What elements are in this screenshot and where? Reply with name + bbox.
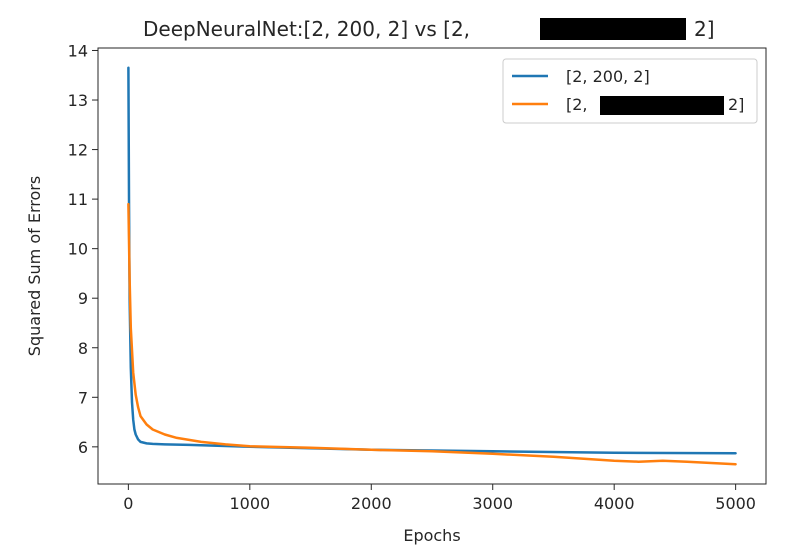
title-redaction-box: [540, 18, 686, 40]
y-tick-label: 6: [78, 438, 88, 457]
x-tick-label: 3000: [472, 494, 513, 513]
legend-label-series-1: [2, 200, 2]: [566, 67, 650, 86]
legend: [2, 200, 2] [2, 2]: [502, 58, 758, 124]
x-tick-label: 5000: [715, 494, 756, 513]
series-line-1: [127, 66, 737, 455]
chart-title-prefix: DeepNeuralNet:[2, 200, 2] vs [2,: [143, 17, 470, 41]
series-line-2: [127, 202, 737, 466]
y-axis: 6 7 8 9 10 11 12 13 14: [68, 41, 98, 457]
legend-redaction-box: [600, 96, 724, 115]
y-tick-label: 9: [78, 289, 88, 308]
chart-title-suffix: 2]: [694, 17, 715, 41]
y-axis-label: Squared Sum of Errors: [25, 176, 44, 356]
x-tick-label: 2000: [351, 494, 392, 513]
y-tick-label: 12: [68, 141, 88, 160]
x-axis-label: Epochs: [403, 526, 460, 545]
plot-frame: [97, 47, 767, 485]
y-tick-label: 13: [68, 91, 88, 110]
y-tick-label: 7: [78, 388, 88, 407]
series-layer: [127, 66, 737, 466]
x-tick-label: 4000: [594, 494, 635, 513]
y-tick-label: 11: [68, 190, 88, 209]
y-tick-label: 8: [78, 339, 88, 358]
x-tick-label: 1000: [229, 494, 270, 513]
x-tick-label: 0: [123, 494, 133, 513]
legend-label-series-2-suffix: 2]: [728, 95, 744, 114]
x-axis: 0 1000 2000 3000 4000 5000: [123, 484, 756, 513]
plot-area: [97, 47, 767, 485]
legend-label-series-2-prefix: [2,: [566, 95, 588, 114]
y-tick-label: 10: [68, 240, 88, 259]
y-tick-label: 14: [68, 41, 88, 60]
